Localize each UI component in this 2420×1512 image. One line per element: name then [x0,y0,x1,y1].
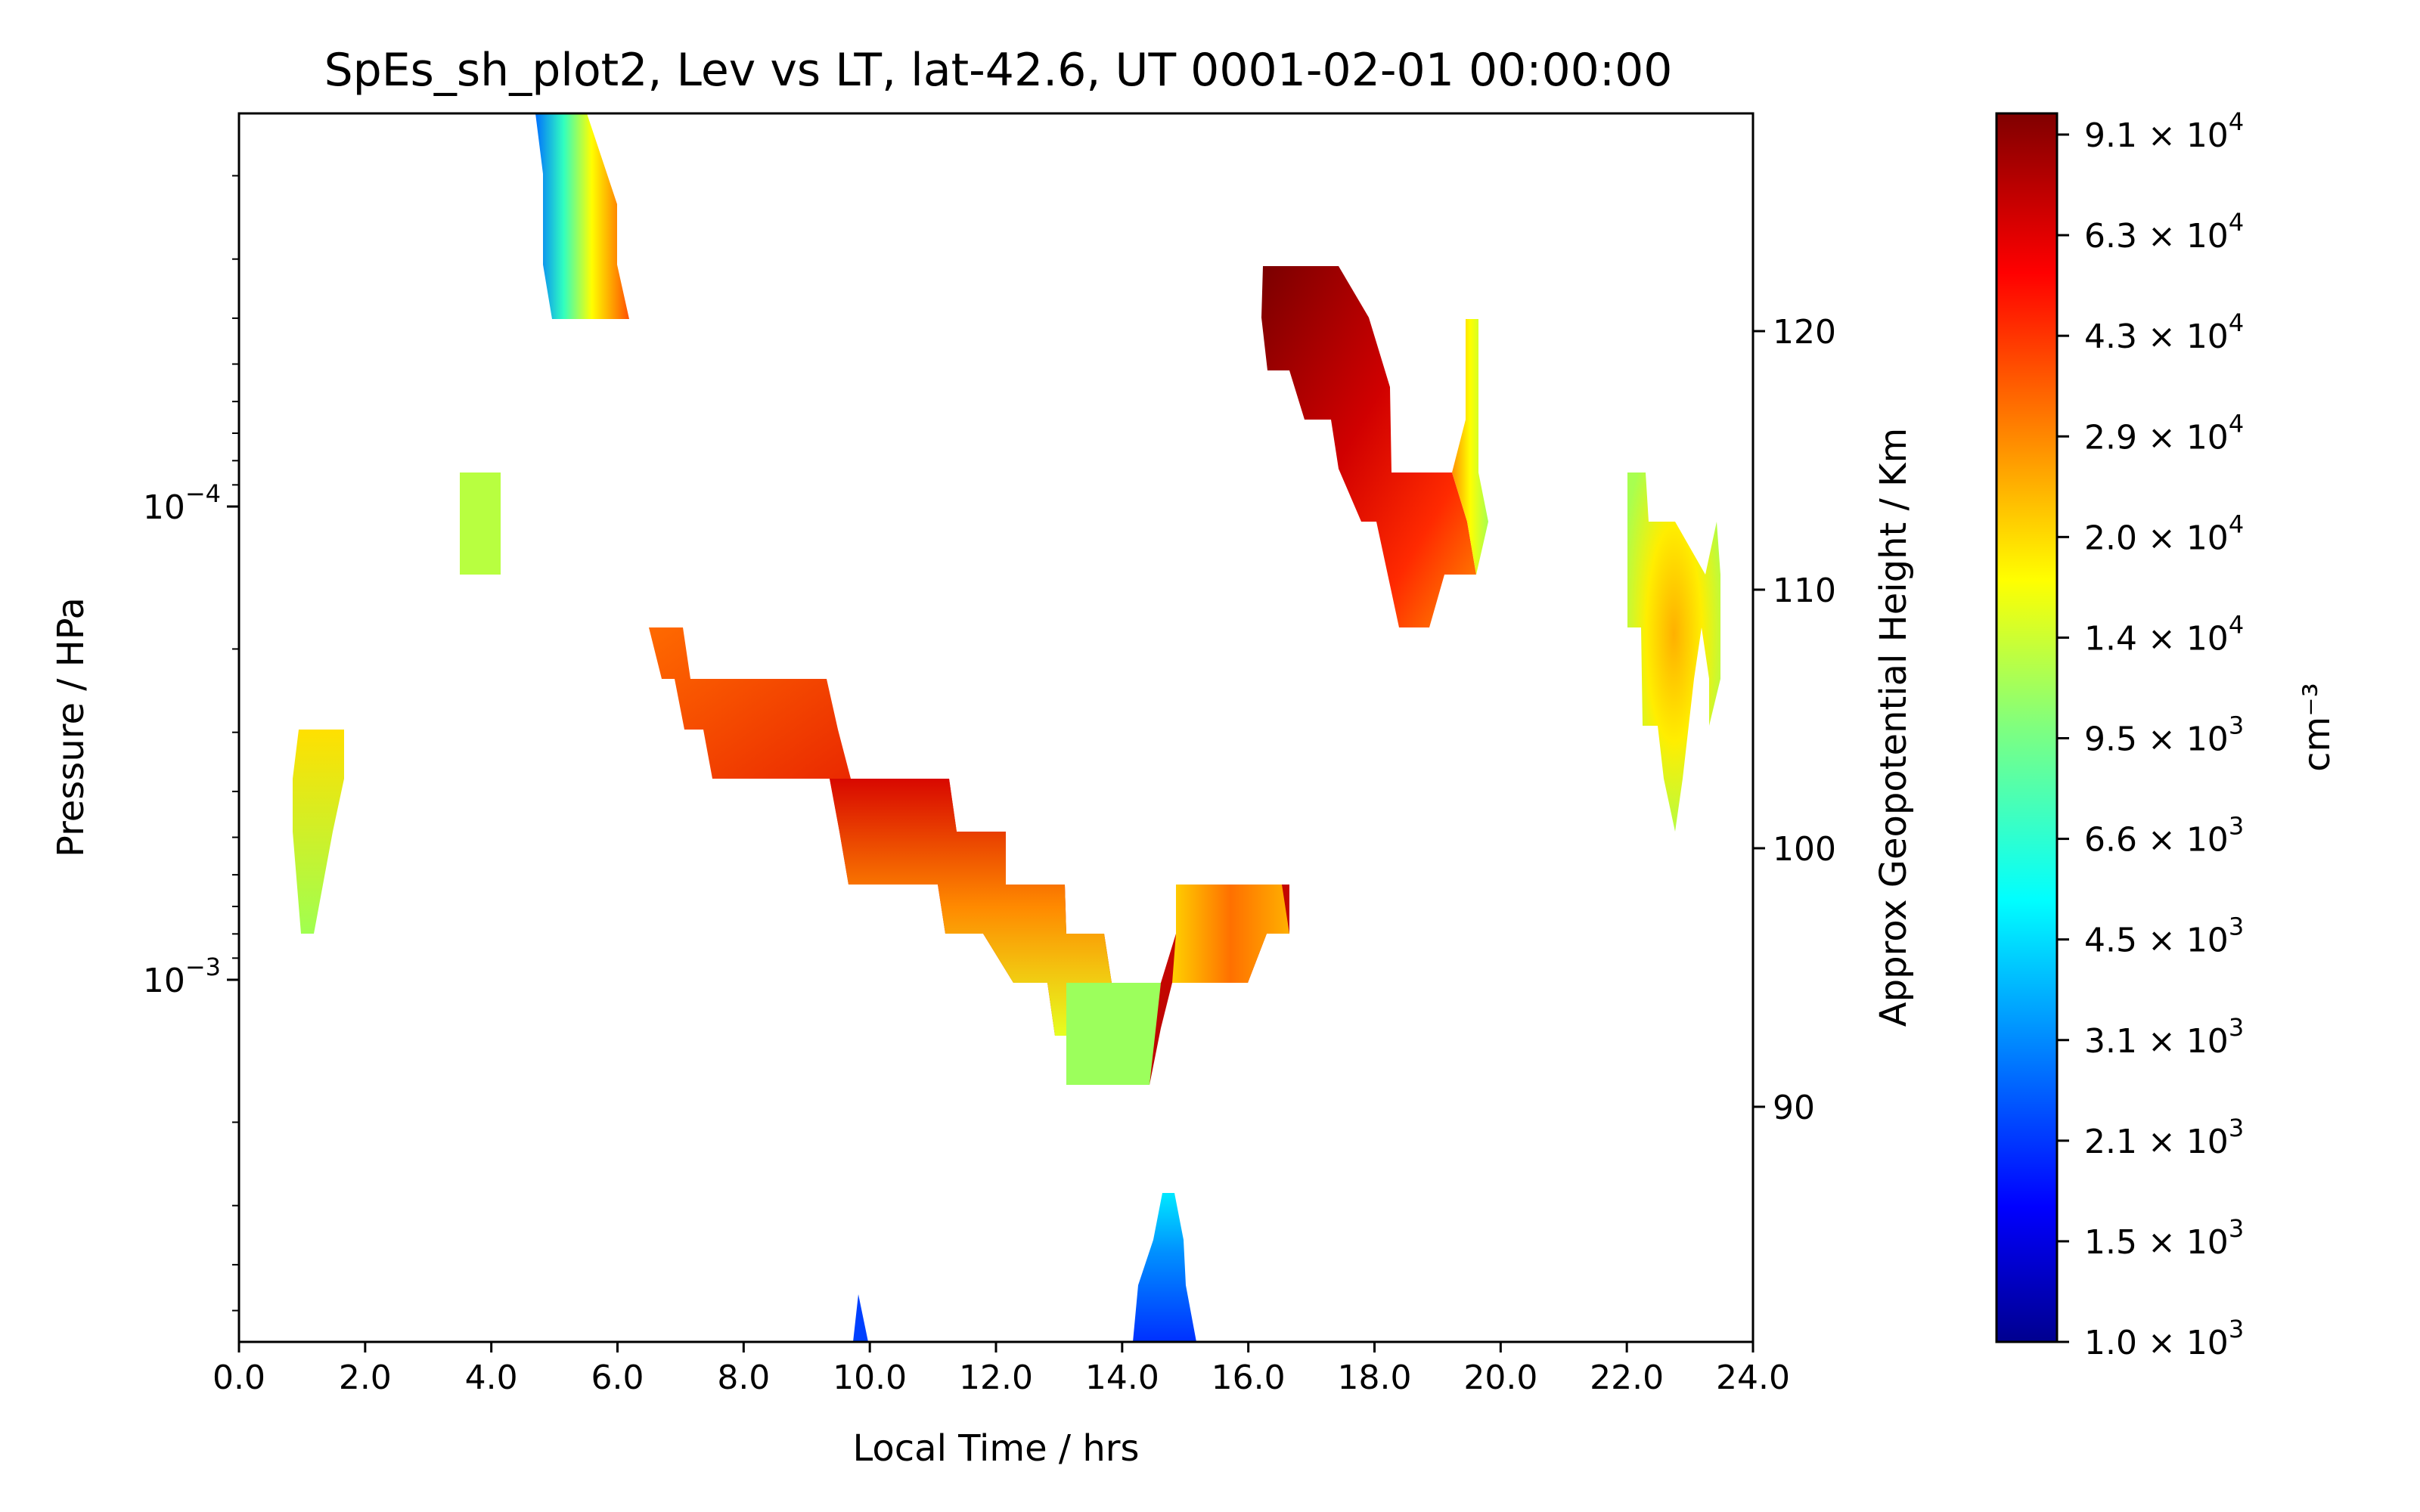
colorbar-tick-label: 9.5 × 103 [2084,711,2244,759]
contour-region-top-left [535,113,629,319]
y2-tick-label: 120 [1773,313,1836,352]
colorbar-tick-label: 9.1 × 104 [2084,107,2244,155]
colorbar-ticks: 9.1 × 104 6.3 × 104 4.3 × 104 2.9 × 104 2.0 … [2057,107,2244,1362]
x-tick-label: 14.0 [1085,1359,1159,1397]
contour-region-low-green [1066,983,1161,1085]
contour-region-mid-orange [1172,885,1289,983]
contour-region-small-green [460,472,501,575]
x-axis-label: Local Time / hrs [853,1427,1140,1470]
colorbar-tick-label: 6.6 × 103 [2084,812,2244,860]
contour-region-main-band-lower [830,779,1112,1036]
y2-axis-label: Approx Geopotential Height / Km [1872,428,1915,1027]
x-tick-label: 10.0 [833,1359,907,1397]
x-tick-label: 12.0 [959,1359,1033,1397]
x-tick-label: 8.0 [717,1359,770,1397]
x-tick-label: 6.0 [591,1359,644,1397]
plot-frame [237,112,1754,1343]
contour-region-bottom-blue-spike [1133,1193,1196,1342]
y2-tick-label: 110 [1773,572,1836,610]
y2-tick-label: 100 [1773,830,1836,869]
colorbar-tick-label: 1.4 × 104 [2084,610,2244,658]
x-axis: 0.0 2.0 4.0 6.0 8.0 10.0 12.0 14.0 16.0 18.0 20.0 2… [213,1342,1790,1397]
x-tick-label: 16.0 [1212,1359,1286,1397]
contour-region-far-right-blob [1627,472,1720,832]
x-tick-label: 20.0 [1463,1359,1537,1397]
colorbar-label: cm⁻³ [2296,683,2338,772]
contour-region-left-small [293,730,344,934]
colorbar-tick-label: 1.0 × 103 [2084,1315,2244,1362]
y-axis-right: 120 110 100 90 [1753,313,1836,1127]
plot-area [293,113,1720,1342]
contour-region-upper-right-spike [1452,319,1488,575]
y-axis-label: Pressure / HPa [50,597,92,857]
x-tick-label: 0.0 [213,1359,265,1397]
colorbar [1995,112,2059,1343]
x-tick-label: 18.0 [1338,1359,1412,1397]
x-tick-label: 22.0 [1590,1359,1664,1397]
y-axis-left: 10−4 10−3 [143,175,239,1312]
colorbar-tick-label: 4.5 × 103 [2084,912,2244,960]
colorbar-tick-label: 2.0 × 104 [2084,510,2244,557]
y-tick-label: 10−3 [143,953,221,1000]
colorbar-tick-label: 3.1 × 103 [2084,1013,2244,1061]
colorbar-tick-label: 6.3 × 104 [2084,208,2244,256]
y2-tick-label: 90 [1773,1089,1815,1127]
colorbar-tick-label: 2.9 × 104 [2084,409,2244,457]
x-tick-label: 4.0 [465,1359,518,1397]
colorbar-tick-label: 4.3 × 104 [2084,308,2244,356]
y-tick-label: 10−4 [143,479,221,527]
colorbar-tick-label: 1.5 × 103 [2084,1214,2244,1262]
chart-title: SpEs_sh_plot2, Lev vs LT, lat-42.6, UT 0… [324,44,1673,97]
contour-region-bottom-small-blue [853,1294,868,1342]
x-tick-label: 24.0 [1716,1359,1790,1397]
contour-region-upper-right-red [1261,266,1476,627]
colorbar-tick-label: 2.1 × 103 [2084,1114,2244,1161]
x-tick-label: 2.0 [339,1359,392,1397]
